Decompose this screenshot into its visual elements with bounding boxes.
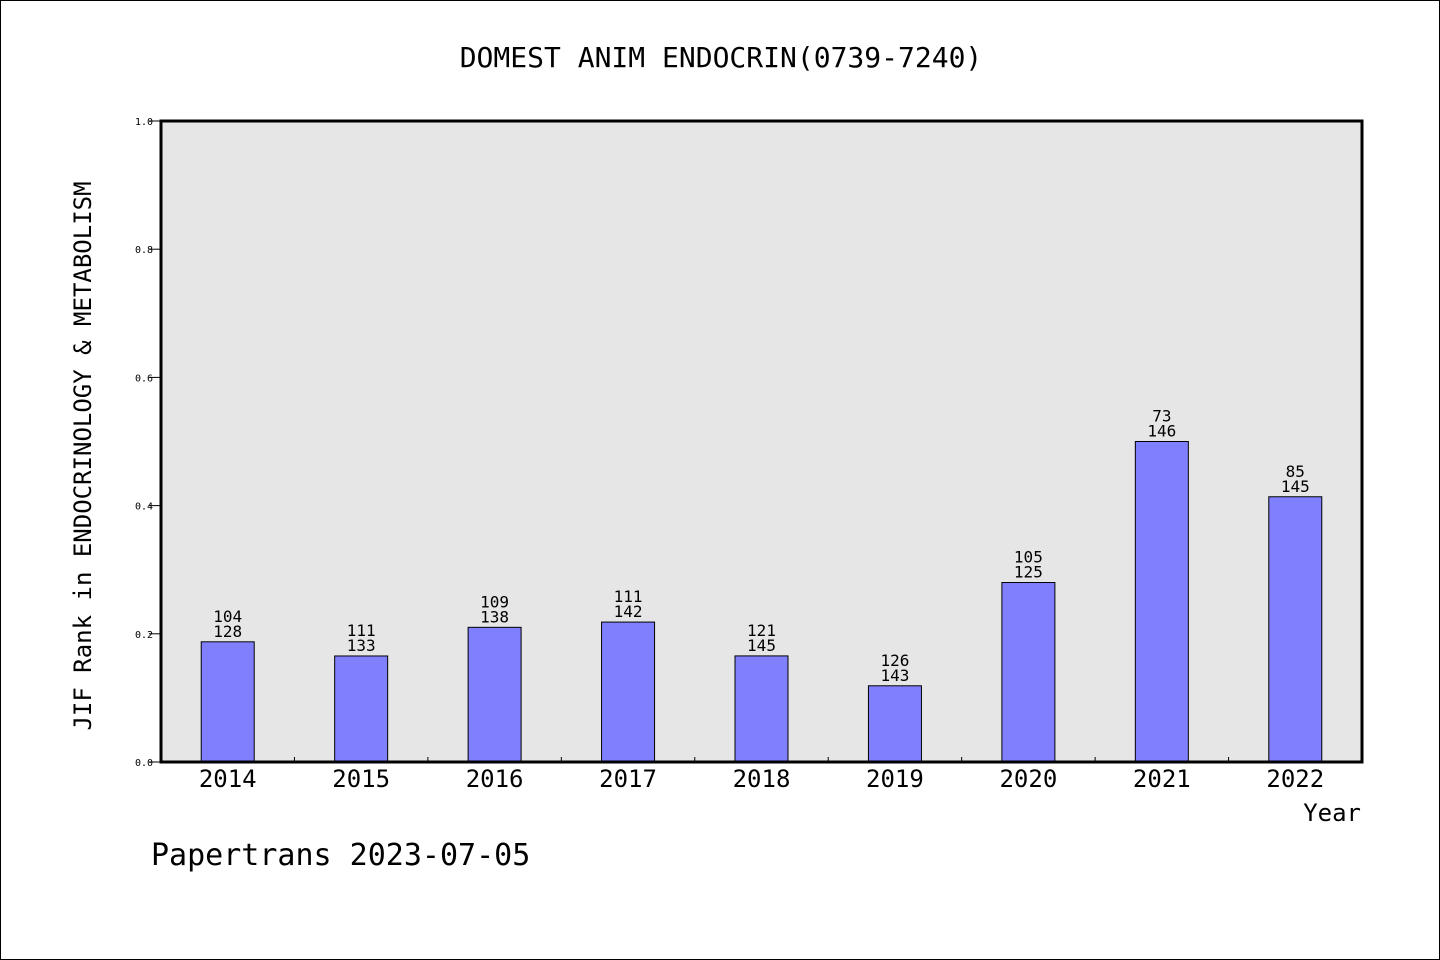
bar-rank-label: 111 [614,587,643,606]
x-tick-label: 2015 [332,765,390,793]
y-tick-label: 0.2 [135,630,153,641]
footer-credit: Papertrans 2023-07-05 [151,838,530,873]
bar [1001,582,1056,763]
y-tick-label: 0.8 [135,245,153,256]
x-tick-label: 2020 [999,765,1057,793]
x-axis-label: Year [1303,799,1361,827]
bar-total-label: 145 [747,636,776,655]
bars [200,441,1323,763]
bar-rank-label: 121 [747,621,776,640]
bar-rank-label: 111 [347,621,376,640]
y-axis-label: JIF Rank in ENDOCRINOLOGY & METABOLISM [69,181,97,730]
y-tick-label: 0.0 [135,758,153,769]
bar-total-label: 146 [1147,422,1176,441]
bar-total-label: 128 [213,622,242,641]
bar-total-label: 143 [880,666,909,685]
bar [334,655,389,763]
bar-total-label: 138 [480,607,509,626]
plot-frame [159,119,1364,764]
bar-rank-label: 105 [1014,548,1043,567]
bar [1268,496,1323,763]
x-tick-label: 2018 [733,765,791,793]
bar-rank-label: 85 [1286,462,1305,481]
bar [467,626,522,763]
bar [1134,441,1189,763]
bar-rank-label: 126 [880,651,909,670]
bar-total-label: 125 [1014,563,1043,582]
bar [200,641,255,763]
bar-total-label: 145 [1281,477,1310,496]
y-tick-label: 0.6 [135,373,153,384]
bar [734,655,789,763]
x-tick-label: 2021 [1133,765,1191,793]
bar [601,621,656,763]
x-tick-label: 2019 [866,765,924,793]
x-tick-label: 2014 [199,765,257,793]
x-tick-label: 2017 [599,765,657,793]
bar-rank-label: 109 [480,592,509,611]
bar-total-label: 142 [614,602,643,621]
bar [867,685,922,763]
bar-total-label: 133 [347,636,376,655]
chart-title: DOMEST ANIM ENDOCRIN(0739-7240) [460,41,983,74]
y-tick-label: 1.0 [135,117,153,128]
bar-rank-label: 104 [213,607,242,626]
bar-rank-label: 73 [1152,407,1171,426]
x-tick-label: 2016 [466,765,524,793]
x-tick-label: 2022 [1266,765,1324,793]
x-axis: 2014 2015 2016 2017 2018 2019 2020 2021 2022 [199,757,1324,793]
y-tick-label: 0.4 [135,502,153,513]
y-axis: 0.0 0.2 0.4 0.6 0.8 1.0 [135,117,161,769]
